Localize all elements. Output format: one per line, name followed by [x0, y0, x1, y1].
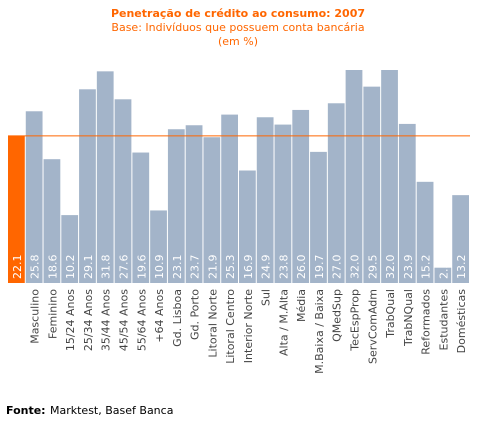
- x-tick-label: 55/64 Anos: [135, 289, 148, 351]
- bar: [203, 137, 221, 283]
- x-tick-label: TrabNQual: [402, 289, 415, 347]
- x-tick-label: 35/44 Anos: [100, 289, 113, 351]
- x-tick-label: Litoral Norte: [206, 289, 219, 358]
- value-label: 23.9: [402, 255, 415, 280]
- chart-title: Penetração de crédito ao consumo: 2007: [111, 7, 365, 20]
- bar: [256, 117, 274, 284]
- value-label: 19.6: [135, 255, 148, 280]
- value-label: 29.1: [82, 255, 95, 280]
- bar: [274, 124, 292, 283]
- bar: [167, 129, 185, 283]
- value-label: 21.9: [206, 255, 219, 280]
- bar: [345, 70, 363, 283]
- bar: [61, 215, 79, 283]
- bar: [310, 151, 327, 283]
- bar: [8, 135, 25, 283]
- value-label: 24.9: [260, 255, 273, 280]
- bar: [96, 71, 114, 283]
- x-tick-label: Sul: [260, 289, 273, 306]
- value-label: 13.2: [455, 255, 468, 280]
- x-tick-label: M.Baixa / Baixa: [313, 289, 326, 374]
- bar: [25, 111, 43, 283]
- x-tick-label: 25/34 Anos: [82, 289, 95, 351]
- source-label: Fonte:: [6, 404, 46, 417]
- x-tick-label: TrabQual: [384, 289, 397, 339]
- x-tick-label: Litoral Centro: [224, 289, 237, 364]
- bar: [221, 114, 238, 283]
- x-tick-label: QMedSup: [331, 289, 344, 342]
- x-tick-label: TecEspProp: [349, 289, 362, 352]
- chart-subtitle: Base: Indivíduos que possuem conta bancá…: [111, 21, 364, 34]
- bar: [79, 89, 96, 283]
- value-label: 26.0: [295, 255, 308, 280]
- bar: [434, 267, 452, 283]
- value-label: 23.7: [189, 255, 202, 280]
- value-label: 10.2: [64, 255, 77, 280]
- bar: [327, 103, 345, 283]
- bar: [114, 99, 132, 283]
- value-label: 15.2: [420, 255, 433, 280]
- bar: [43, 159, 61, 283]
- bar: [185, 125, 203, 283]
- value-label: 25.8: [29, 255, 42, 280]
- bar: [292, 109, 310, 283]
- bar: [239, 170, 256, 283]
- x-tick-label: Feminino: [46, 289, 59, 339]
- value-label: 32.0: [384, 255, 397, 280]
- bar: [452, 195, 469, 283]
- value-label: 23.1: [171, 255, 184, 280]
- value-label: 19.7: [313, 255, 326, 280]
- x-tick-label: +64 Anos: [153, 289, 166, 343]
- bar: [381, 70, 398, 283]
- bar: [398, 123, 416, 284]
- value-label: 23.8: [277, 255, 290, 280]
- x-tick-label: 15/24 Anos: [64, 289, 77, 351]
- value-label: 27.0: [331, 255, 344, 280]
- x-tick-label: 45/54 Anos: [118, 289, 131, 351]
- value-label: 10.9: [153, 255, 166, 280]
- bar: [150, 210, 167, 283]
- source: Marktest, Basef Banca: [50, 404, 173, 417]
- value-label: 25.3: [224, 255, 237, 280]
- x-tick-label: Gd. Lisboa: [171, 289, 184, 347]
- value-label: 18.6: [46, 255, 59, 280]
- value-label: 31.8: [100, 255, 113, 280]
- x-tick-label: Masculino: [29, 289, 42, 344]
- value-label: 16.9: [242, 255, 255, 280]
- x-tick-label: Alta / M.Alta: [277, 289, 290, 356]
- x-tick-label: Média: [295, 289, 308, 322]
- value-label: 32.0: [349, 255, 362, 280]
- x-tick-label: Domésticas: [455, 289, 468, 354]
- x-tick-label: ServComAdm: [366, 289, 379, 364]
- x-tick-label: Gd. Porto: [189, 289, 202, 340]
- value-label: 22.1: [11, 255, 24, 280]
- bar: [132, 152, 150, 283]
- value-label: 27.6: [118, 255, 131, 280]
- x-tick-label: Estudantes: [437, 289, 450, 351]
- unit-note: (em %): [218, 35, 258, 48]
- value-label: 29.5: [366, 255, 379, 280]
- bar: [416, 181, 434, 283]
- bar: [363, 86, 381, 283]
- x-tick-label: Reformados: [420, 289, 433, 355]
- value-label: 2.3: [437, 262, 450, 280]
- x-tick-label: Interior Norte: [242, 289, 255, 363]
